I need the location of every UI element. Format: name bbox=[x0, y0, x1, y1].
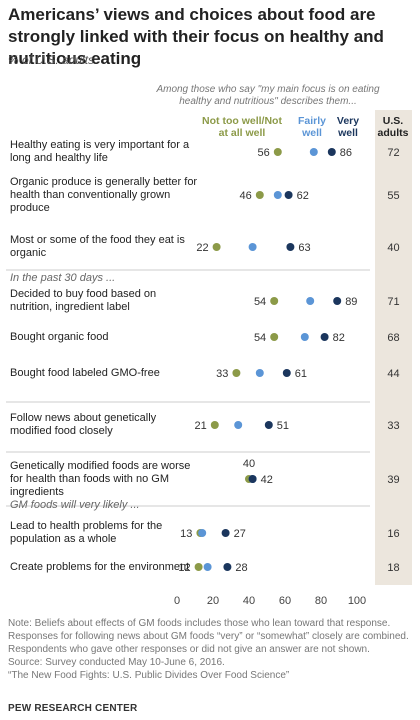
x-tick-label: 40 bbox=[243, 595, 255, 607]
value-label-very-well: 51 bbox=[277, 420, 289, 432]
x-tick-label: 20 bbox=[207, 595, 219, 607]
value-label-not-well: 33 bbox=[216, 368, 228, 380]
dot-very bbox=[286, 243, 295, 251]
us-adults-value: 18 bbox=[387, 562, 399, 574]
dot-very bbox=[284, 191, 293, 199]
footnote-line: Respondents who gave other responses or … bbox=[8, 644, 370, 655]
dot-not-well bbox=[210, 421, 219, 429]
group-heading: In the past 30 days ... bbox=[10, 272, 116, 284]
value-label-not-well: 13 bbox=[180, 528, 192, 540]
us-adults-value: 44 bbox=[387, 368, 399, 380]
us-adults-value: 33 bbox=[387, 420, 399, 432]
value-label-not-well: 21 bbox=[195, 420, 207, 432]
x-tick-label: 100 bbox=[348, 595, 366, 607]
dot-not-well bbox=[273, 148, 282, 156]
row-label: Bought food labeled GMO-free bbox=[10, 366, 160, 379]
row-label: Create problems for the environment bbox=[10, 560, 190, 573]
us-adults-value: 39 bbox=[387, 474, 399, 486]
row-label: Decided to buy food based on nutrition, … bbox=[10, 288, 157, 313]
value-label-very-well: 42 bbox=[261, 474, 273, 486]
us-adults-value: 71 bbox=[387, 296, 399, 308]
dot-fairly bbox=[300, 333, 309, 341]
value-label-very-well: 89 bbox=[345, 296, 357, 308]
us-adults-value: 68 bbox=[387, 332, 399, 344]
brand-name: PEW RESEARCH CENTER bbox=[8, 703, 138, 714]
row-label: Healthy eating is very important for a l… bbox=[10, 139, 190, 164]
value-label-very-well: 86 bbox=[340, 147, 352, 159]
dot-not-well bbox=[270, 333, 279, 341]
legend-very-well: Very well bbox=[337, 115, 359, 139]
us-adults-panel bbox=[375, 110, 412, 585]
value-label-very-well: 61 bbox=[295, 368, 307, 380]
dot-not-well bbox=[232, 369, 241, 377]
legend-not-well: Not too well/Not at all well bbox=[202, 115, 282, 139]
dot-fairly bbox=[309, 148, 318, 156]
dot-very bbox=[320, 333, 329, 341]
dot-fairly bbox=[248, 243, 257, 251]
row-label: Follow news about genetically modified f… bbox=[10, 412, 157, 437]
us-adults-value: 72 bbox=[387, 147, 399, 159]
value-label-very-well: 27 bbox=[234, 528, 246, 540]
dot-not-well bbox=[255, 191, 264, 199]
chart-subtitle: % of U.S. adults bbox=[8, 53, 95, 67]
dot-very bbox=[327, 148, 336, 156]
value-label-not-well: 56 bbox=[258, 147, 270, 159]
value-label-not-well: 22 bbox=[196, 242, 208, 254]
source-note: Source: Survey conducted May 10-June 6, … bbox=[8, 657, 225, 668]
dot-very bbox=[282, 369, 291, 377]
value-label-very-well: 62 bbox=[297, 190, 309, 202]
value-label-not-well: 54 bbox=[254, 332, 266, 344]
x-tick-label: 0 bbox=[174, 595, 180, 607]
dot-not-well bbox=[194, 563, 203, 571]
legend-fairly-well: Fairly well bbox=[298, 115, 326, 139]
value-label-not-well: 12 bbox=[178, 562, 190, 574]
footnote-line: “The New Food Fights: U.S. Public Divide… bbox=[8, 670, 290, 681]
dot-fairly bbox=[198, 529, 207, 537]
dot-very bbox=[221, 529, 230, 537]
dot-not-well bbox=[270, 297, 279, 305]
dot-very bbox=[223, 563, 232, 571]
dot-fairly bbox=[255, 369, 264, 377]
us-adults-value: 16 bbox=[387, 528, 399, 540]
group-heading: GM foods will very likely ... bbox=[10, 499, 140, 511]
dot-fairly bbox=[234, 421, 243, 429]
value-label-not-well: 54 bbox=[254, 296, 266, 308]
dot-very bbox=[264, 421, 273, 429]
x-tick-label: 60 bbox=[279, 595, 291, 607]
value-label-not-well: 40 bbox=[243, 458, 255, 470]
chart-title: Americans’ views and choices about food … bbox=[8, 5, 384, 68]
row-label: Most or some of the food they eat is org… bbox=[10, 234, 185, 259]
footnote-line: Note: Beliefs about effects of GM foods … bbox=[8, 618, 391, 629]
dot-fairly bbox=[306, 297, 315, 305]
value-label-very-well: 82 bbox=[333, 332, 345, 344]
value-label-very-well: 28 bbox=[235, 562, 247, 574]
dot-fairly bbox=[273, 191, 282, 199]
legend-us-adults: U.S. adults bbox=[378, 115, 409, 139]
dot-very bbox=[248, 475, 257, 483]
dot-very bbox=[333, 297, 342, 305]
us-adults-value: 55 bbox=[387, 190, 399, 202]
dot-fairly bbox=[203, 563, 212, 571]
footnote-line: Responses for following news about GM fo… bbox=[8, 631, 409, 642]
value-label-very-well: 63 bbox=[298, 242, 310, 254]
header-note: Among those who say "my main focus is on… bbox=[155, 84, 380, 107]
row-label: Bought organic food bbox=[10, 330, 109, 343]
value-label-not-well: 46 bbox=[240, 190, 252, 202]
row-label: Organic produce is generally better for … bbox=[10, 175, 198, 214]
us-adults-value: 40 bbox=[387, 242, 399, 254]
row-label: Genetically modified foods are worse for… bbox=[10, 459, 191, 498]
x-tick-label: 80 bbox=[315, 595, 327, 607]
dot-not-well bbox=[212, 243, 221, 251]
row-label: Lead to health problems for the populati… bbox=[10, 520, 163, 545]
